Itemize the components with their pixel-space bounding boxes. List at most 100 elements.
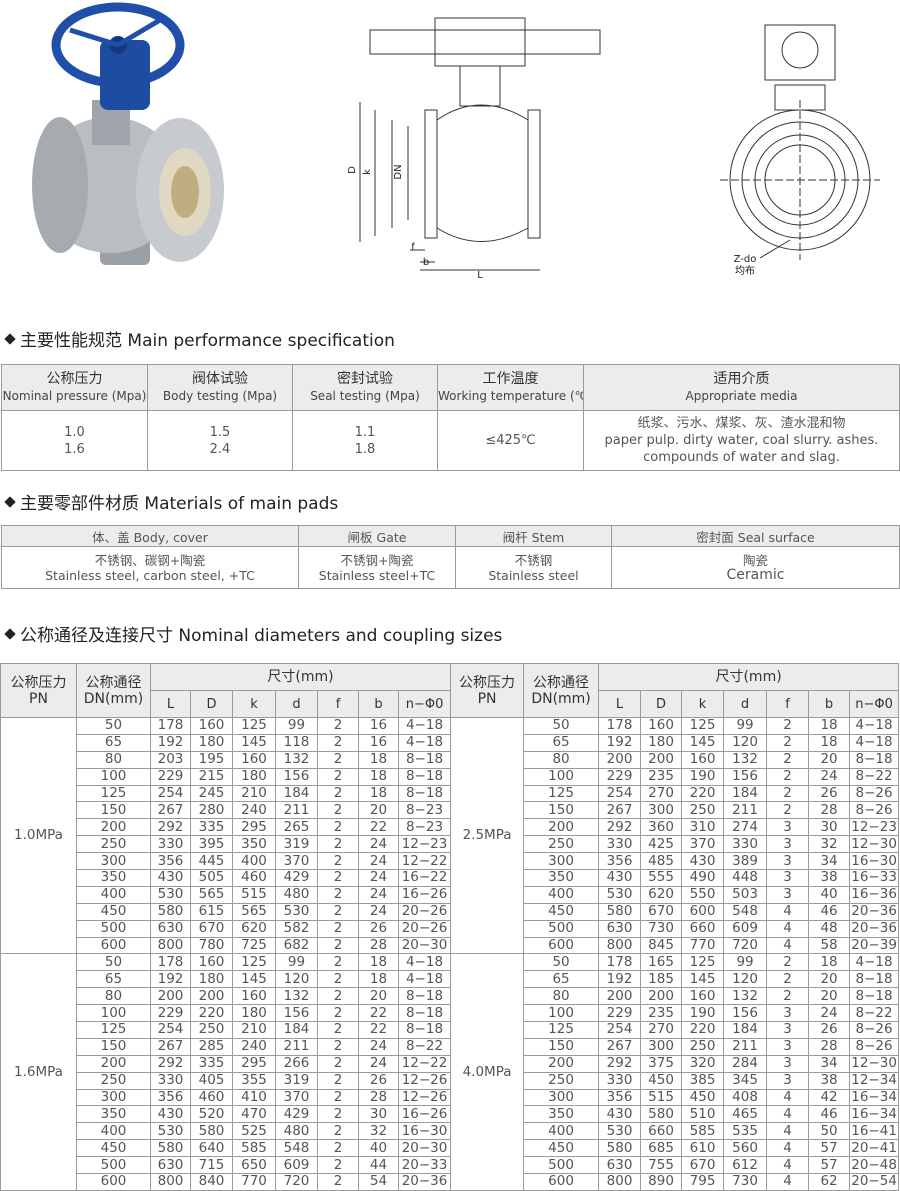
size-cell: 118 xyxy=(275,733,318,752)
size-cell: 2 xyxy=(766,733,810,752)
cell-line: Stainless steel+TC xyxy=(318,567,436,583)
pn-cell: 2.5MPa xyxy=(450,716,525,955)
size-cell: 184 xyxy=(723,784,768,803)
cell-line: Stainless steel xyxy=(488,567,579,583)
size-cell: 609 xyxy=(723,919,768,938)
size-cell: 24 xyxy=(808,767,851,786)
size-cell: 755 xyxy=(640,1156,683,1175)
size-cell: 270 xyxy=(640,1021,683,1039)
header-en: Working temperature (℃) xyxy=(438,388,584,403)
size-cell: 800 xyxy=(150,936,191,955)
size-cell: 780 xyxy=(190,936,233,955)
size-cell: 2 xyxy=(766,767,810,786)
size-cell: 460 xyxy=(190,1088,233,1107)
size-cell: 430 xyxy=(150,869,191,887)
side-drawing xyxy=(359,17,601,271)
dn-cell: 150 xyxy=(76,801,151,820)
size-cell: 580 xyxy=(640,1105,683,1124)
size-cell: 32 xyxy=(358,1122,399,1141)
size-cell: 510 xyxy=(681,1105,725,1124)
size-cell: 267 xyxy=(598,801,642,820)
cell-line: paper pulp. dirty water, coal slurry. as… xyxy=(604,433,879,448)
dn-cell: 250 xyxy=(523,835,600,854)
pn-cell: 1.0MPa xyxy=(0,716,77,955)
size-cell: 160 xyxy=(190,953,233,972)
column-header: k xyxy=(681,690,725,718)
size-cell: 2 xyxy=(317,1173,359,1191)
size-cell: 2 xyxy=(317,750,359,769)
size-cell: 730 xyxy=(723,1173,768,1191)
body-cell: 不锈钢 Stainless steel xyxy=(455,546,612,589)
size-cell: 229 xyxy=(150,1004,191,1023)
size-cell: 16−30 xyxy=(849,852,900,871)
size-cell: 16−34 xyxy=(849,1105,900,1124)
size-cell: 715 xyxy=(190,1156,233,1175)
header-cn: 公称压力 xyxy=(46,370,103,387)
dn-cell: 600 xyxy=(76,936,151,955)
size-cell: 16−34 xyxy=(849,1088,900,1107)
size-cell: 57 xyxy=(808,1139,851,1158)
size-cell: 460 xyxy=(232,869,276,887)
size-cell: 254 xyxy=(598,1021,642,1039)
size-cell: 200 xyxy=(150,987,191,1006)
body-row: 450 580 615 565 530 2 24 20−26 450 580 670 600 548 4 4… xyxy=(1,902,900,921)
size-cell: 211 xyxy=(723,801,768,820)
size-cell: 190 xyxy=(681,767,725,786)
size-cell: 220 xyxy=(681,1021,725,1039)
size-cell: 295 xyxy=(232,1054,276,1073)
size-cell: 18 xyxy=(358,970,399,989)
cell-line: 不锈钢+陶瓷 xyxy=(340,552,414,568)
size-cell: 20−36 xyxy=(397,1173,452,1191)
size-cell: 8−18 xyxy=(397,987,452,1006)
size-cell: 356 xyxy=(150,852,191,871)
size-cell: 2 xyxy=(317,1071,359,1090)
column-header: f xyxy=(766,690,810,718)
size-cell: 16−33 xyxy=(849,869,900,887)
size-cell: 3 xyxy=(766,1021,810,1039)
size-cell: 330 xyxy=(150,1071,191,1090)
size-cell: 330 xyxy=(150,835,191,854)
header-cell: 公称压力 Nominal pressure (Mpa) xyxy=(1,364,148,411)
body-row: 250 330 405 355 319 2 26 12−26 250 330 450 385 345 3 3… xyxy=(1,1071,900,1090)
size-cell: 530 xyxy=(275,902,318,921)
size-cell: 8−18 xyxy=(849,987,900,1006)
size-cell: 580 xyxy=(150,1139,191,1158)
size-cell: 720 xyxy=(275,1173,318,1191)
dimension-label: L xyxy=(477,270,483,281)
body-row: 350 430 505 460 429 2 24 16−22 350 430 555 490 448 3 3… xyxy=(1,869,900,887)
size-cell: 615 xyxy=(190,902,233,921)
size-cell: 356 xyxy=(598,1088,642,1107)
size-cell: 254 xyxy=(150,784,191,803)
size-cell: 620 xyxy=(232,919,276,938)
size-cell: 630 xyxy=(150,919,191,938)
size-cell: 20−48 xyxy=(849,1156,900,1175)
pn-cell: 4.0MPa xyxy=(450,953,525,1191)
section-heading: 公称通径及连接尺寸 Nominal diameters and coupling… xyxy=(4,621,502,646)
size-cell: 630 xyxy=(150,1156,191,1175)
header-row: 体、盖 Body, cover 闸板 Gate 阀杆 Stem 密封面 Seal su… xyxy=(1,525,900,547)
size-cell: 4 xyxy=(766,919,810,938)
size-cell: 20−39 xyxy=(849,936,900,955)
size-cell: 229 xyxy=(598,767,642,786)
size-cell: 20−41 xyxy=(849,1139,900,1158)
body-row: 350 430 520 470 429 2 30 16−26 350 430 580 510 465 4 4… xyxy=(1,1105,900,1124)
size-cell: 3 xyxy=(766,1004,810,1023)
header-line: 公称压力 xyxy=(10,674,67,691)
size-cell: 8−18 xyxy=(849,970,900,989)
dn-cell: 500 xyxy=(76,919,151,938)
header-line: PN xyxy=(29,690,48,707)
size-cell: 254 xyxy=(598,784,642,803)
size-cell: 20 xyxy=(358,987,399,1006)
header-row: 公称压力 Nominal pressure (Mpa) 阀体试验 Body testi… xyxy=(1,364,900,411)
body-row: 80 200 200 160 132 2 20 8−18 80 200 200 160 132 2 20 8−… xyxy=(1,987,900,1006)
size-cell: 430 xyxy=(681,852,725,871)
size-cell: 184 xyxy=(275,784,318,803)
size-cell: 250 xyxy=(190,1021,233,1039)
body-row: 500 630 670 620 582 2 26 20−26 500 630 730 660 609 4 4… xyxy=(1,919,900,938)
size-cell: 8−26 xyxy=(849,1021,900,1039)
valve-photo xyxy=(32,2,224,265)
size-cell: 505 xyxy=(190,869,233,887)
size-cell: 535 xyxy=(723,1122,768,1141)
header-cn: 工作温度 xyxy=(482,370,539,387)
size-cell: 156 xyxy=(275,1004,318,1023)
